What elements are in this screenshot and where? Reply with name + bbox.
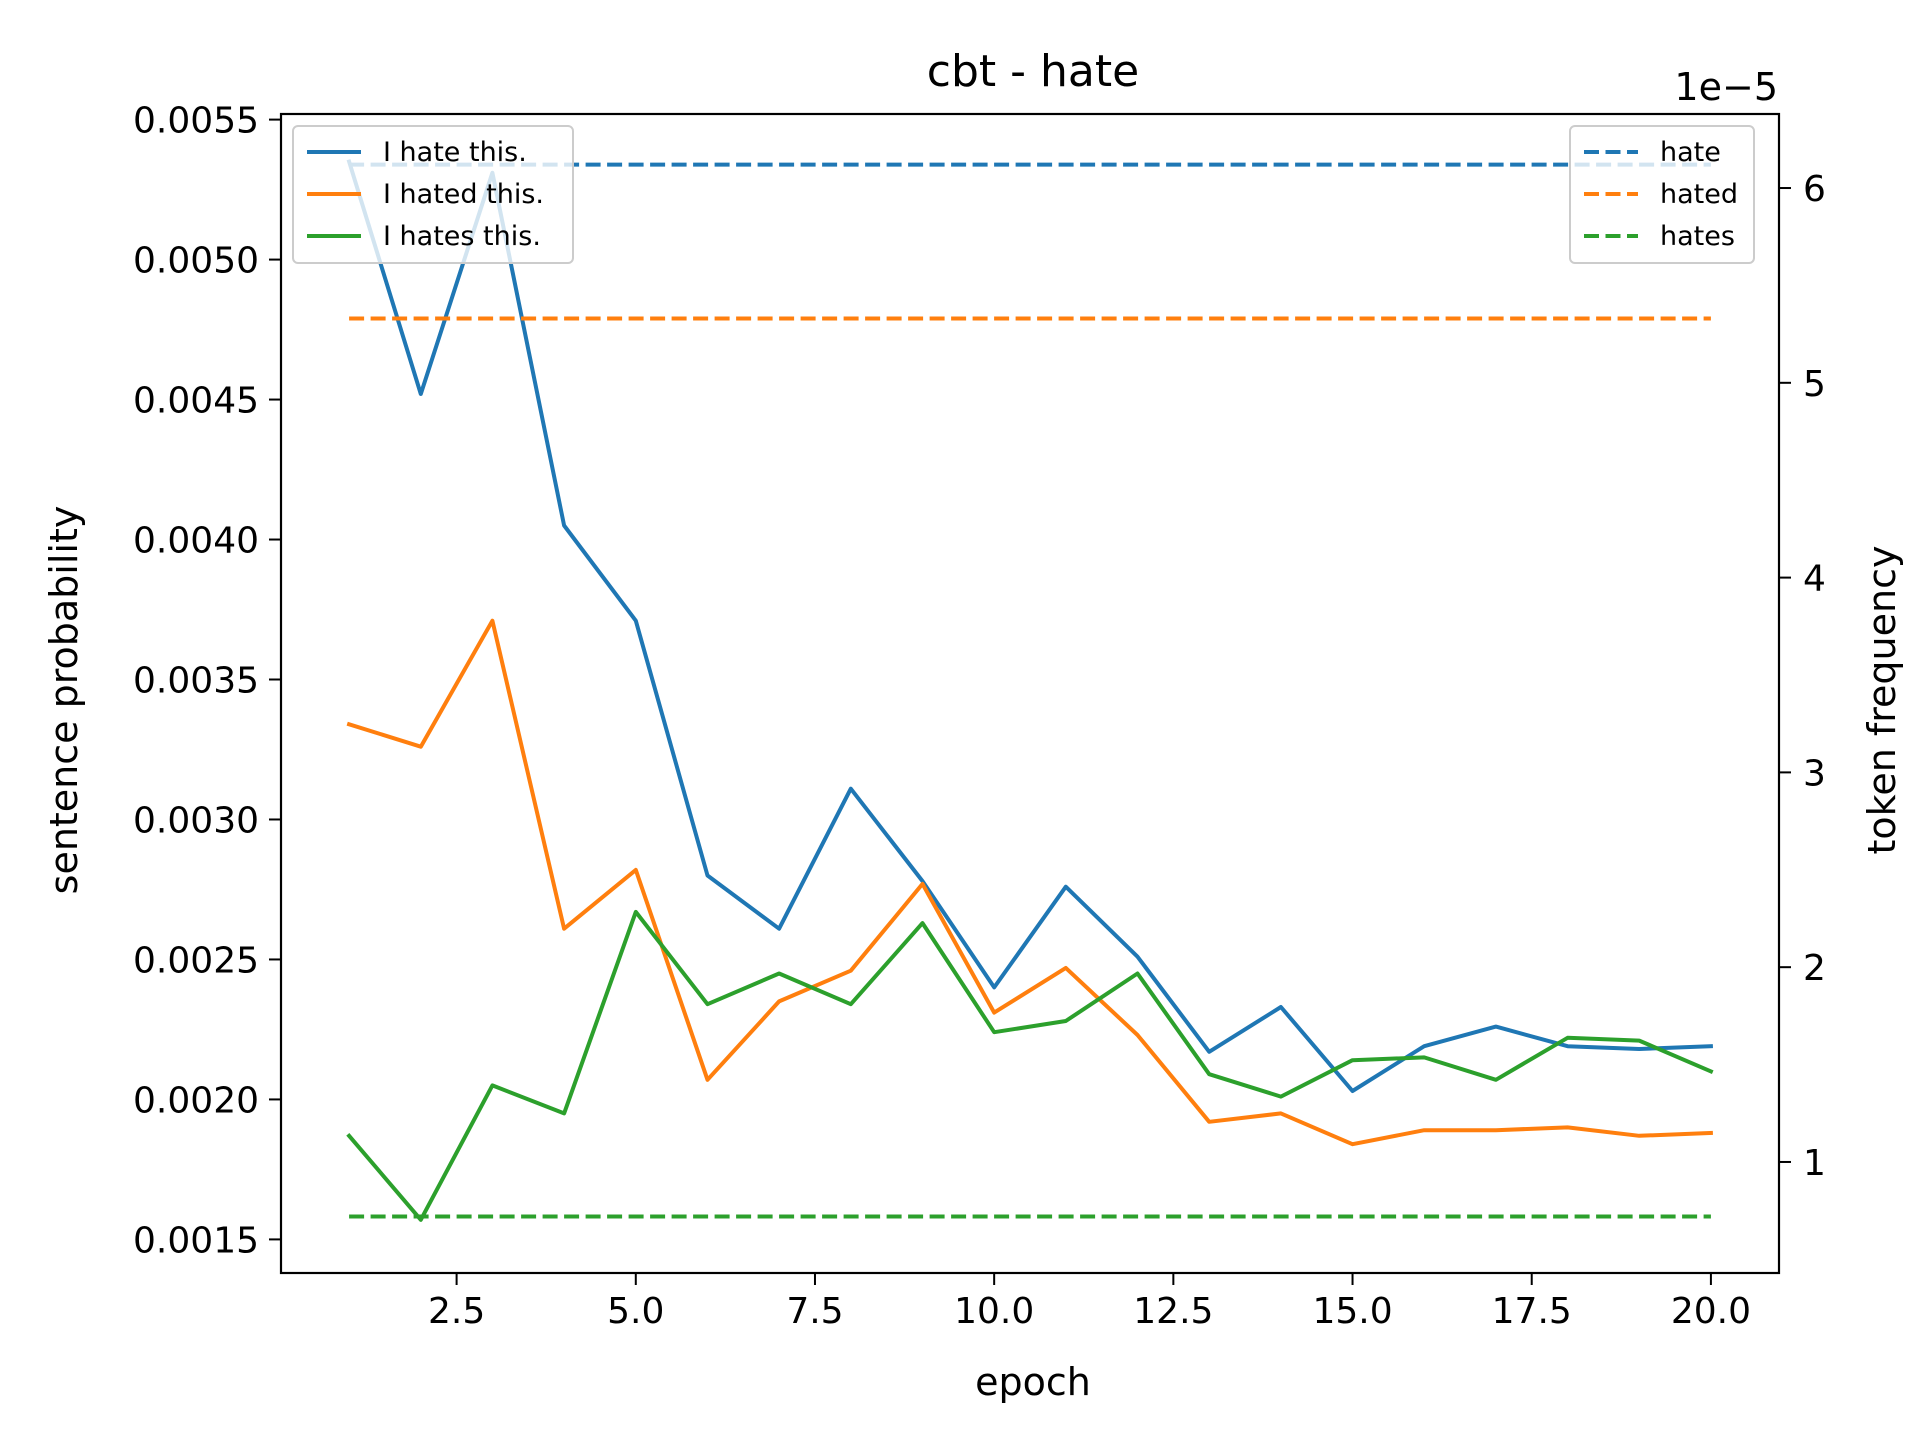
legend-label: hate xyxy=(1660,137,1721,168)
x-tick-label: 15.0 xyxy=(1312,1291,1392,1332)
axes-frame xyxy=(279,112,1781,1275)
y-axis-label: sentence probability xyxy=(42,506,86,895)
y2-axis-label: token frequency xyxy=(1860,546,1904,855)
legend-label: hated xyxy=(1660,179,1738,210)
y2-offset-label: 1e−5 xyxy=(1674,65,1778,109)
x-tick-label: 17.5 xyxy=(1492,1291,1572,1332)
series-line-2 xyxy=(346,618,1713,1147)
legend-label: hates xyxy=(1660,221,1735,252)
y-tick-label: 0.0015 xyxy=(133,1220,259,1261)
legend-upper-left: I hate this. I hated this. I hates this. xyxy=(292,125,574,264)
y-tick-label: 0.0045 xyxy=(133,381,259,422)
y-tick-label: 0.0040 xyxy=(133,521,259,562)
x-tick-label: 20.0 xyxy=(1671,1291,1751,1332)
x-tick-label: 12.5 xyxy=(1133,1291,1213,1332)
legend-box xyxy=(1569,125,1755,264)
y2-tick-label: 6 xyxy=(1803,169,1826,210)
series-line-3 xyxy=(346,909,1714,1222)
x-tick-label: 2.5 xyxy=(428,1291,485,1332)
series-line-1 xyxy=(346,159,1713,1093)
y-tick-label: 0.0020 xyxy=(133,1080,259,1121)
x-axis-label: epoch xyxy=(975,1360,1091,1404)
y2-tick-label: 4 xyxy=(1803,559,1826,600)
x-tick-label: 5.0 xyxy=(607,1291,664,1332)
y-tick-label: 0.0025 xyxy=(133,940,259,981)
y-tick-label: 0.0050 xyxy=(133,241,259,282)
legend-upper-right: hate hated hates xyxy=(1569,125,1755,264)
y-tick-label: 0.0055 xyxy=(133,101,259,142)
y2-tick-label: 3 xyxy=(1803,753,1826,794)
y-tick-label: 0.0035 xyxy=(133,661,259,702)
legend-label: I hate this. xyxy=(383,137,527,168)
plot-area: 2.5 5.0 7.5 10.0 12.5 15.0 17.5 20.0 0.0015 0.002… xyxy=(133,101,1826,1332)
y2-tick-label: 1 xyxy=(1803,1143,1826,1184)
legend-label: I hates this. xyxy=(383,221,541,252)
chart-title: cbt - hate xyxy=(927,46,1139,97)
x-tick-label: 7.5 xyxy=(786,1291,843,1332)
y-tick-label: 0.0030 xyxy=(133,800,259,841)
y2-tick-label: 5 xyxy=(1803,364,1826,405)
legend-box xyxy=(292,125,574,264)
legend-label: I hated this. xyxy=(383,179,544,210)
y2-tick-label: 2 xyxy=(1803,948,1826,989)
x-tick-label: 10.0 xyxy=(954,1291,1034,1332)
